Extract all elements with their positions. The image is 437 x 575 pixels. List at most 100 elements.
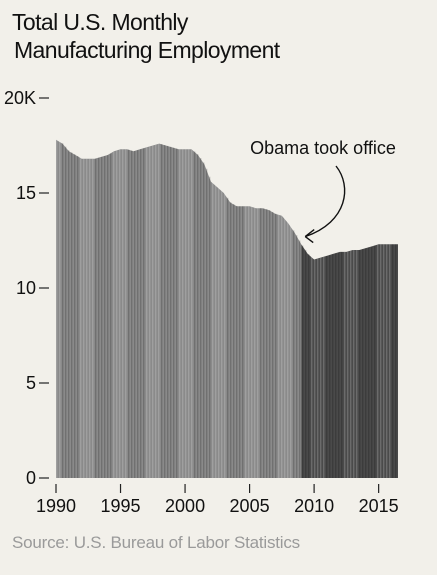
texture-streak (392, 244, 394, 478)
texture-streak (77, 155, 79, 478)
source-note: Source: U.S. Bureau of Labor Statistics (12, 533, 300, 552)
texture-streak (185, 149, 187, 479)
texture-streak (62, 143, 64, 479)
texture-streak (206, 168, 208, 478)
texture-streak (236, 205, 238, 478)
texture-streak (332, 254, 334, 478)
texture-streak (59, 141, 61, 479)
texture-streak (308, 254, 310, 478)
y-tick-label: 5 (26, 373, 36, 393)
x-tick-label: 2005 (230, 496, 270, 516)
texture-streak (314, 259, 316, 478)
texture-streak (224, 193, 226, 479)
texture-streak (293, 230, 295, 478)
texture-streak (170, 146, 172, 478)
texture-streak (104, 156, 106, 479)
texture-streak (383, 244, 385, 478)
texture-streak (65, 146, 67, 478)
chart-title-line-2: Manufacturing Employment (14, 37, 280, 63)
texture-streak (344, 251, 346, 478)
texture-streak (83, 158, 85, 479)
texture-streak (233, 204, 235, 478)
texture-streak (200, 158, 202, 478)
chart-title: Total U.S. Monthly Manufacturing Employm… (12, 8, 280, 64)
texture-streak (227, 197, 229, 478)
texture-streak (71, 152, 73, 478)
texture-streak (365, 248, 367, 478)
texture-streak (95, 158, 97, 478)
texture-streak (269, 210, 271, 478)
texture-streak (242, 206, 244, 479)
texture-streak (140, 149, 142, 478)
x-tick-label: 1990 (36, 496, 76, 516)
y-tick-label: 0 (26, 468, 36, 488)
texture-streak (347, 251, 349, 478)
texture-streak (287, 221, 289, 478)
texture-streak (131, 150, 133, 478)
texture-streak (173, 147, 175, 478)
texture-streak (152, 145, 154, 478)
texture-streak (155, 144, 157, 478)
texture-streak (257, 208, 259, 478)
texture-streak (89, 158, 91, 479)
texture-streak (86, 158, 88, 479)
texture-streak (341, 251, 343, 478)
texture-streak (101, 156, 103, 478)
annotation-arrowhead (304, 229, 315, 244)
texture-streak (134, 151, 136, 479)
texture-streak (254, 207, 256, 478)
texture-streak (377, 244, 379, 478)
texture-streak (218, 187, 220, 478)
texture-streak (107, 155, 109, 478)
texture-streak (371, 246, 373, 478)
texture-streak (122, 149, 124, 479)
texture-streak (221, 190, 223, 479)
texture-streak (230, 202, 232, 478)
texture-streak (161, 144, 163, 478)
texture-streak (275, 213, 277, 478)
texture-streak (368, 247, 370, 478)
chart-title-line-1: Total U.S. Monthly (12, 9, 188, 35)
texture-streak (149, 146, 151, 478)
texture-streak (302, 245, 304, 478)
texture-streak (68, 150, 70, 478)
texture-streak (215, 185, 217, 478)
y-tick-label: 20K (4, 88, 36, 108)
texture-streak (92, 158, 94, 479)
texture-streak (395, 244, 397, 478)
texture-streak (197, 154, 199, 478)
texture-streak (119, 149, 121, 478)
x-tick-label: 2010 (294, 496, 334, 516)
texture-streak (239, 206, 241, 479)
texture-streak (338, 252, 340, 478)
y-tick-label: 10 (16, 278, 36, 298)
texture-streak (329, 255, 331, 478)
x-tick-label: 2000 (165, 496, 205, 516)
texture-streak (284, 218, 286, 479)
texture-streak (350, 250, 352, 478)
texture-streak (182, 149, 184, 479)
texture-streak (125, 149, 127, 479)
texture-streak (272, 211, 274, 478)
annotation-arrow (304, 165, 346, 238)
texture-streak (359, 250, 361, 478)
texture-streak (353, 250, 355, 478)
texture-streak (116, 150, 118, 478)
texture-streak (299, 240, 301, 478)
x-axis: 1990 1995 2000 2005 2010 2015 (36, 484, 399, 516)
area-after-2009 (301, 244, 398, 478)
annotation-layer: Obama took office (250, 138, 396, 244)
texture-streak (317, 258, 319, 478)
texture-streak (203, 162, 205, 478)
texture-streak (158, 143, 160, 478)
texture-streak (278, 214, 280, 478)
texture-streak (260, 208, 262, 478)
texture-streak (311, 256, 313, 478)
texture-streak (326, 256, 328, 478)
texture-streak (179, 149, 181, 479)
texture-streak (323, 256, 325, 478)
texture-streak (110, 153, 112, 478)
texture-streak (281, 215, 283, 479)
texture-streak (386, 244, 388, 478)
texture-streak (188, 149, 190, 479)
